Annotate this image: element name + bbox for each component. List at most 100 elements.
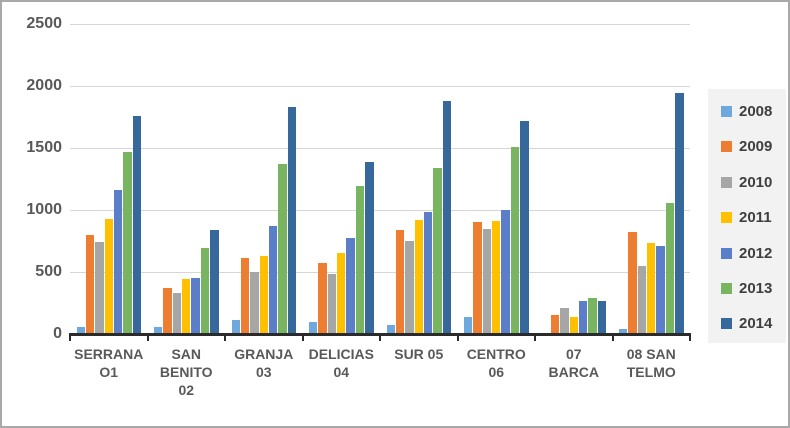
bar-2013 [355, 186, 365, 334]
bar-2012 [191, 277, 200, 334]
legend-label: 2013 [739, 280, 773, 297]
axis-tick [379, 336, 381, 341]
legend-swatch-icon [721, 247, 732, 259]
bar-2010 [637, 266, 647, 334]
gridline [70, 271, 690, 273]
bar-2010 [95, 242, 104, 334]
legend-label: 2010 [739, 173, 773, 191]
bar-2014 [365, 161, 374, 334]
legend-item-2009: 2009 [721, 139, 772, 154]
bar-2008 [386, 325, 395, 334]
legend-item-2011: 2011 [721, 210, 772, 225]
bar-2009 [395, 230, 405, 334]
bar-2011 [569, 316, 578, 334]
legend-swatch-icon [721, 176, 732, 188]
bar-2013 [665, 203, 675, 334]
bar-2011 [414, 219, 423, 334]
bar-2011 [259, 255, 268, 334]
bar-2014 [675, 93, 684, 334]
bar-2010 [560, 307, 569, 334]
bar-2008 [309, 321, 318, 334]
y-axis-label: 500 [35, 263, 62, 280]
axis-tick [224, 336, 226, 341]
legend-label: 2008 [739, 103, 773, 120]
legend-item-2013: 2013 [721, 281, 772, 296]
bar-2009 [85, 234, 95, 334]
gridline [70, 147, 690, 149]
category-label: DELICIAS 04 [308, 346, 374, 380]
legend-swatch-icon [721, 141, 732, 153]
bar-2011 [104, 218, 113, 334]
bar-2014 [520, 121, 529, 334]
bar-2008 [619, 329, 628, 334]
bar-2011 [647, 243, 656, 334]
bar-2014 [287, 107, 297, 334]
y-axis-label: 2500 [26, 15, 62, 32]
axis-tick [456, 336, 459, 341]
bar-2009 [550, 315, 560, 334]
legend-item-2008: 2008 [721, 104, 772, 119]
bar-2012 [578, 301, 588, 334]
bar-2014 [597, 300, 607, 334]
category-label: 07 BARCA [548, 346, 600, 380]
axis-tick [689, 336, 691, 341]
legend-label: 2012 [739, 244, 773, 262]
category-label: 08 SAN TELMO [626, 346, 676, 380]
bar-2012 [268, 226, 278, 334]
bar-2013 [433, 168, 442, 334]
y-axis-label: 2000 [26, 77, 62, 94]
bar-2009 [628, 232, 637, 334]
bar-2009 [318, 263, 327, 334]
bar-2009 [163, 288, 172, 334]
category-label: SERRANA O1 [74, 346, 144, 380]
bar-2014 [132, 115, 142, 334]
category-label: GRANJA 03 [234, 346, 294, 380]
legend-label: 2011 [739, 209, 772, 227]
bar-2009 [473, 222, 482, 334]
bar-2010 [482, 228, 492, 334]
bar-2008 [154, 326, 163, 334]
gridline [70, 23, 690, 25]
axis-tick [534, 336, 536, 341]
x-axis-line [69, 333, 691, 336]
legend: 2008 2009 2010 2011 2012 2013 2014 [708, 89, 786, 343]
legend-item-2010: 2010 [721, 175, 772, 190]
bar-2014 [442, 100, 452, 334]
legend-label: 2014 [739, 315, 773, 333]
legend-swatch-icon [721, 106, 732, 117]
bar-2009 [240, 258, 250, 334]
legend-swatch-icon [721, 318, 732, 330]
bar-2010 [250, 272, 259, 334]
bar-2010 [327, 274, 337, 334]
gridline [70, 209, 690, 211]
bar-2014 [210, 229, 219, 334]
bar-2008 [464, 316, 473, 334]
bar-2008 [231, 320, 240, 334]
bar-2013 [510, 146, 520, 334]
gridline [70, 85, 690, 87]
category-label: SUR 05 [394, 346, 444, 362]
bar-2012 [656, 245, 665, 334]
bar-2012 [423, 212, 433, 334]
bar-2012 [346, 237, 355, 334]
bar-2012 [501, 210, 510, 334]
axis-tick [611, 336, 614, 341]
bar-2010 [172, 293, 182, 334]
bar-2013 [123, 151, 132, 334]
legend-item-2014: 2014 [721, 316, 772, 331]
axis-tick [69, 336, 71, 341]
category-label: CENTRO 06 [466, 346, 526, 380]
legend-swatch-icon [721, 212, 732, 224]
axis-tick [146, 336, 149, 341]
category-label: SAN BENITO 02 [159, 346, 213, 398]
axis-tick [301, 336, 304, 341]
legend-swatch-icon [721, 283, 732, 294]
bar-2013 [588, 298, 597, 334]
legend-label: 2009 [739, 138, 773, 156]
legend-item-2012: 2012 [721, 246, 772, 261]
bar-2012 [113, 190, 123, 334]
y-axis-label: 1500 [26, 139, 62, 156]
y-axis-label: 1000 [26, 201, 62, 218]
